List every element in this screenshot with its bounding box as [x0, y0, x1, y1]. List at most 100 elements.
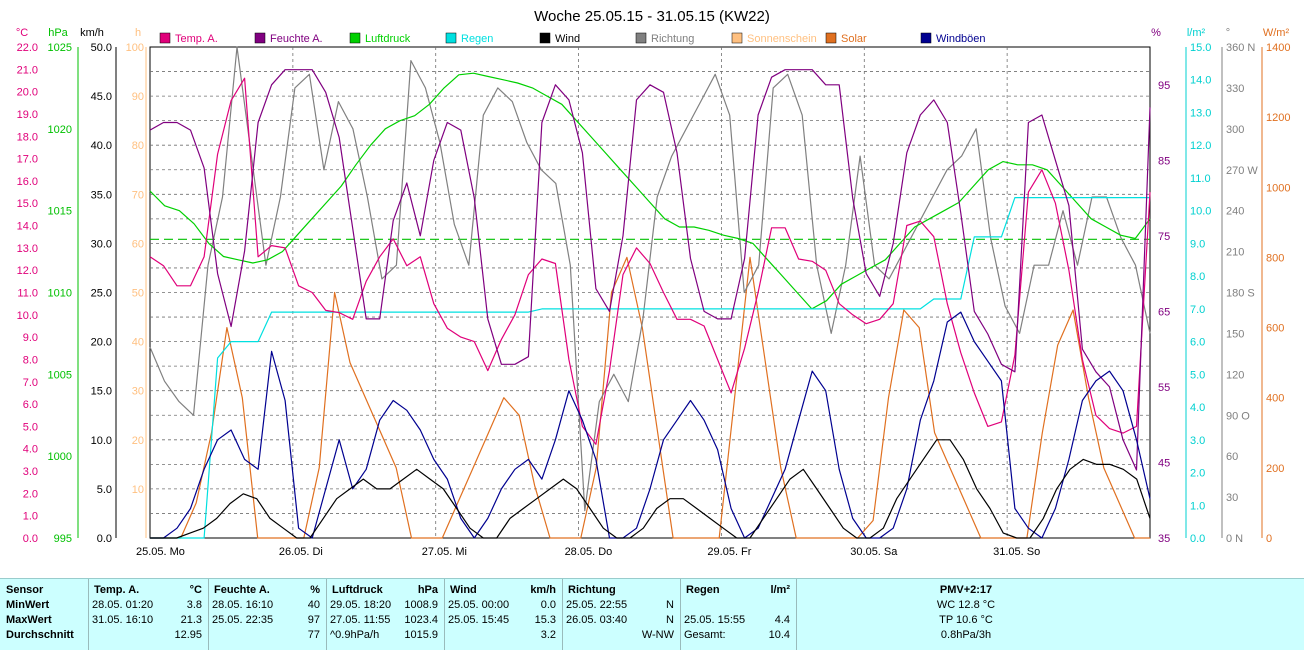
stats-date: 28.05. 01:20: [92, 599, 154, 611]
stats-date: 31.05. 16:10: [92, 614, 154, 626]
sun-tick: 90: [132, 91, 144, 103]
humidity-tick: 45: [1158, 457, 1170, 469]
temp-tick: 15.0: [17, 198, 38, 210]
stats-header-row: Luftdruck hPa: [326, 583, 444, 598]
direction-tick: 210: [1226, 247, 1244, 259]
stats-value: 97: [307, 614, 320, 626]
statistics-table: Sensor MinWert MaxWert Durchschnitt Temp. A.…: [0, 578, 1304, 650]
stats-date: ^0.9hPa/h: [330, 629, 380, 641]
stats-row-label: MinWert: [6, 599, 50, 611]
stats-row: ^0.9hPa/h 1015.9: [326, 628, 444, 643]
legend-label: Richtung: [651, 33, 694, 45]
series-line-richtung: [149, 46, 1151, 512]
temp-tick: 6.0: [23, 399, 38, 411]
rain-tick: 8.0: [1190, 271, 1205, 283]
stats-row-label: 0.8hPa/3h: [940, 629, 992, 641]
legend-swatch: [254, 32, 266, 44]
sun-tick: 20: [132, 435, 144, 447]
wind-tick: 50.0: [91, 42, 112, 54]
temp-tick: 7.0: [23, 377, 38, 389]
stats-value: 15.3: [534, 614, 556, 626]
weather-chart: Woche 25.05.15 - 31.05.15 (KW22) Temp. A…: [15, 8, 1291, 558]
stats-row: 12.95: [88, 628, 208, 643]
series-line-wind: [150, 439, 1151, 539]
temp-tick: 1.0: [23, 511, 38, 523]
stats-value: N: [666, 599, 674, 611]
stats-row: MinWert: [0, 598, 88, 613]
pressure-unit: hPa: [48, 27, 68, 39]
temp-tick: 0.0: [23, 533, 38, 545]
rain-unit: l/m²: [1187, 27, 1206, 39]
direction-tick: 60: [1226, 451, 1238, 463]
humidity-tick: 85: [1158, 155, 1170, 167]
wind-tick: 15.0: [91, 386, 112, 398]
stats-date: 28.05. 16:10: [212, 599, 274, 611]
solar-tick: 0: [1266, 533, 1272, 545]
stats-value: W-NW: [641, 629, 674, 641]
temp-tick: 20.0: [17, 87, 38, 99]
solar-tick: 200: [1266, 463, 1284, 475]
pressure-tick: 1015: [48, 206, 72, 218]
pressure-tick: 1005: [48, 369, 72, 381]
series-layer: [149, 46, 1151, 539]
legend-swatch: [731, 32, 743, 44]
stats-value: 3.2: [540, 629, 556, 641]
stats-unit: hPa: [417, 584, 438, 596]
direction-tick: 120: [1226, 369, 1244, 381]
stats-value: 1023.4: [404, 614, 438, 626]
x-tick-label: 31.05. So: [993, 546, 1040, 558]
stats-value: 0.0: [540, 599, 556, 611]
stats-date: 25.05. 22:55: [566, 599, 628, 611]
stats-header-row: PMV+2:17: [796, 583, 1304, 598]
wind-tick: 25.0: [91, 288, 112, 300]
humidity-tick: 95: [1158, 80, 1170, 92]
stats-column: Luftdruck hPa 29.05. 18:20 1008.9 27.05. 11:…: [326, 579, 445, 650]
stats-row: 77: [208, 628, 326, 643]
stats-value: 4.4: [774, 614, 790, 626]
wind-tick: 5.0: [97, 484, 112, 496]
wind-unit: km/h: [80, 27, 104, 39]
solar-tick: 800: [1266, 252, 1284, 264]
stats-row: 26.05. 03:40 N: [562, 613, 680, 628]
pressure-tick: 1000: [48, 451, 72, 463]
legend-swatch: [159, 32, 171, 44]
axes: °C hPa km/h h% l/m² ° W/m² 0.0 1.0 2.0 3.0 4.0 5.0 6.…: [16, 27, 1291, 558]
rain-tick: 1.0: [1190, 500, 1205, 512]
legend-swatch: [445, 32, 457, 44]
sun-tick: 10: [132, 484, 144, 496]
rain-tick: 10.0: [1190, 206, 1211, 218]
sun-tick: 70: [132, 189, 144, 201]
stats-column: Regen l/m² 25.05. 15:55 4.4 Gesamt: 10.4: [680, 579, 797, 650]
legend-swatch: [920, 32, 932, 44]
stats-value: 21.3: [180, 614, 202, 626]
stats-unit: %: [310, 584, 320, 596]
temp-tick: 12.0: [17, 265, 38, 277]
legend-swatch: [635, 32, 647, 44]
solar-tick: 1400: [1266, 42, 1290, 54]
direction-tick: 0 N: [1226, 533, 1243, 545]
legend-label: Temp. A.: [175, 33, 218, 45]
solar-tick: 1200: [1266, 112, 1290, 124]
stats-header: Luftdruck: [332, 584, 383, 596]
direction-unit: °: [1226, 27, 1230, 39]
wind-tick: 30.0: [91, 238, 112, 250]
legend-swatch: [349, 32, 361, 44]
stats-value: 40: [307, 599, 320, 611]
legend-label: Solar: [841, 33, 867, 45]
stats-date: 25.05. 15:55: [684, 614, 746, 626]
solar-tick: 600: [1266, 323, 1284, 335]
stats-header-row: Temp. A. °C: [88, 583, 208, 598]
stats-column: PMV+2:17 WC 12.8 °C TP 10.6 °C 0.8hPa/3h: [796, 579, 1304, 650]
direction-tick: 90 O: [1226, 410, 1250, 422]
stats-header: Temp. A.: [94, 584, 140, 596]
sun-tick: 100: [126, 42, 144, 54]
x-tick-label: 28.05. Do: [565, 546, 613, 558]
stats-row: 25.05. 15:45 15.3: [444, 613, 562, 628]
stats-header: Feuchte A.: [214, 584, 270, 596]
stats-row-label: MaxWert: [6, 614, 52, 626]
temp-unit: °C: [16, 27, 28, 39]
rain-tick: 6.0: [1190, 337, 1205, 349]
legend-swatch: [539, 32, 551, 44]
stats-column: Richtung 25.05. 22:55 N 26.05. 03:40 N W-NW: [562, 579, 681, 650]
wind-tick: 10.0: [91, 435, 112, 447]
